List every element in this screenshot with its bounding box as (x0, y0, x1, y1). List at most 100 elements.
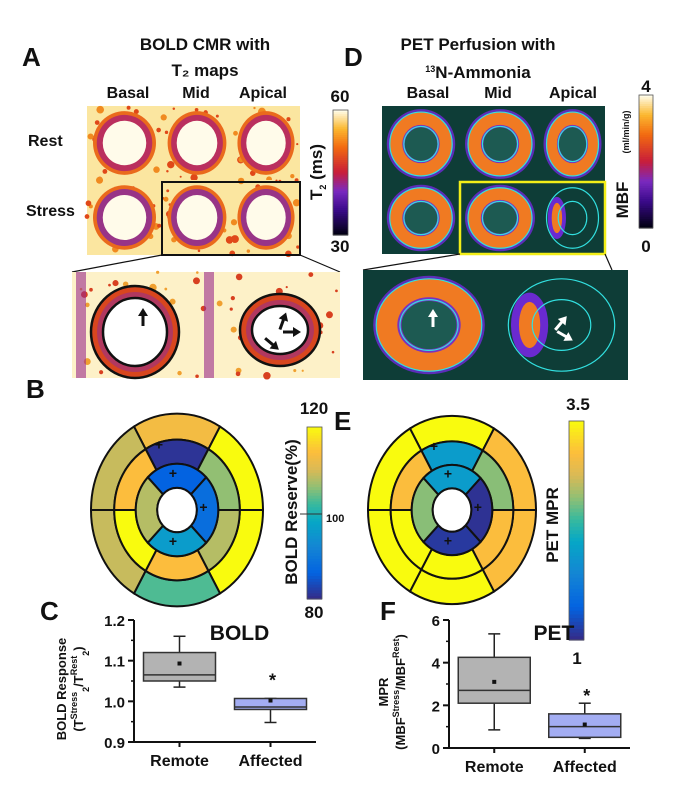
bold-colorbar-band (307, 478, 322, 483)
mpr-colorbar-band (569, 501, 584, 506)
t2-colorbar-band (333, 126, 348, 130)
y-axis-label: MPR (376, 677, 391, 707)
bold-colorbar-band (307, 573, 322, 577)
y-axis-formula-part: /T (71, 675, 86, 687)
mbf-colorbar-band (639, 172, 653, 176)
t2-colorbar-band (333, 228, 348, 232)
t2-colorbar-band (333, 212, 348, 215)
bold-colorbar-max: 120 (300, 399, 328, 418)
mbf-colorbar-band (639, 141, 653, 145)
t2-tile-speckle (285, 250, 292, 258)
bold-colorbar-band (307, 458, 322, 462)
significance-marker: + (474, 499, 482, 515)
mbf-colorbar-min: 0 (641, 237, 650, 256)
t2-tile-speckle (230, 219, 238, 226)
t2-label-sub: 2 (318, 185, 328, 190)
arrow-icon (283, 327, 301, 337)
mpr-colorbar-band (569, 512, 584, 517)
y-tick-label: 2 (432, 698, 440, 715)
t2-colorbar-band (333, 162, 348, 165)
t2-colorbar-band (333, 130, 348, 134)
mpr-colorbar-band (569, 607, 584, 612)
mbf-colorbar-band (639, 177, 653, 180)
mpr-colorbar-band (569, 439, 584, 444)
mbf-colorbar-band (639, 194, 653, 198)
t2-tile-speckle (163, 196, 169, 202)
t2-tile-speckle (96, 105, 105, 114)
mbf-colorbar-band (639, 196, 653, 200)
t2-zoom-mid-speckle (89, 287, 93, 292)
mbf-colorbar-band (639, 132, 653, 136)
arrow-icon-head (138, 308, 148, 316)
mbf-colorbar-band (639, 123, 653, 127)
mbf-colorbar-band (639, 165, 653, 169)
t2-tile-speckle (179, 175, 182, 178)
t2-zoom-apical-speckle (263, 372, 271, 380)
bold-colorbar-band (307, 521, 322, 526)
bold-colorbar-band (307, 490, 322, 494)
mbf-colorbar-band (639, 203, 653, 207)
chart-title: BOLD (210, 622, 270, 645)
mpr-colorbar-band (569, 629, 584, 634)
t2-tile-speckle (157, 223, 162, 228)
t2-zoom-apical-speckle (235, 371, 241, 377)
pet-mpr-boxplot: 0 2 4 6 PET Remote Affected * MPR(MBFStress/MBFR… (376, 613, 630, 776)
mpr-colorbar-border (568, 420, 585, 641)
col-mid-a: Mid (182, 85, 210, 102)
bold-colorbar-band (307, 510, 322, 514)
y-tick-label: 0.9 (104, 735, 125, 752)
bold-colorbar-band (307, 492, 322, 497)
t2-colorbar-band (333, 210, 348, 213)
pet-zoom-images (363, 270, 628, 380)
mpr-colorbar-band (569, 424, 584, 429)
y-axis-formula-part: (T (71, 719, 86, 731)
bold-colorbar-band (307, 513, 322, 517)
mpr-colorbar-band (569, 556, 584, 561)
bold-colorbar-band (307, 547, 322, 551)
t2-zoom-box (161, 181, 301, 256)
t2-colorbar-band (333, 220, 348, 224)
mpr-colorbar-band (569, 461, 584, 466)
t2-zoom-mid-speckle (156, 270, 160, 274)
mpr-colorbar-band (569, 515, 584, 521)
bold-colorbar-band (307, 570, 322, 574)
t2-colorbar-band (333, 226, 348, 230)
bold-colorbar-band (307, 553, 322, 557)
mean-marker (582, 722, 587, 727)
t2-colorbar-min: 30 (331, 237, 350, 256)
affected-box (233, 697, 308, 711)
panel-d-subtitle: 13N-Ammonia (425, 63, 531, 82)
bold-colorbar-band (307, 461, 322, 465)
t2-colorbar-band (333, 157, 348, 161)
t2-tile-speckle (246, 249, 251, 253)
t2-tile-speckle (133, 109, 139, 115)
t2-colorbar-band (333, 170, 348, 174)
bold-colorbar-min: 80 (305, 603, 324, 622)
mbf-colorbar-band (639, 99, 653, 103)
row-rest: Rest (28, 133, 63, 150)
panel-label-f: F (380, 596, 396, 626)
y-tick-label: 1.1 (104, 654, 125, 671)
bold-colorbar-band (307, 564, 322, 569)
t2-zoom-apical-speckle (235, 273, 243, 281)
bold-colorbar-band (307, 432, 322, 437)
pet-tile-epi-contour (389, 111, 453, 177)
zoom-line-right-a (299, 254, 341, 273)
mbf-colorbar-band (639, 119, 653, 123)
t2-colorbar-band (333, 128, 348, 132)
significance-marker: + (155, 437, 163, 453)
mbf-colorbar-band (639, 163, 653, 167)
mbf-colorbar-band (639, 106, 653, 109)
mbf-colorbar-border (638, 94, 654, 229)
panel-a-title: BOLD CMR with (140, 35, 270, 54)
bold-colorbar-band (307, 538, 322, 543)
mpr-colorbar-band (569, 428, 584, 433)
significance-marker: + (199, 499, 207, 515)
mpr-colorbar-band (569, 625, 584, 630)
t2-colorbar-band (333, 218, 348, 222)
t2-tile-speckle (197, 249, 201, 253)
zoom-line-right-d (604, 253, 613, 271)
mbf-colorbar-band (639, 103, 653, 107)
mpr-colorbar-band (569, 490, 584, 495)
t2-colorbar-band (333, 137, 348, 140)
